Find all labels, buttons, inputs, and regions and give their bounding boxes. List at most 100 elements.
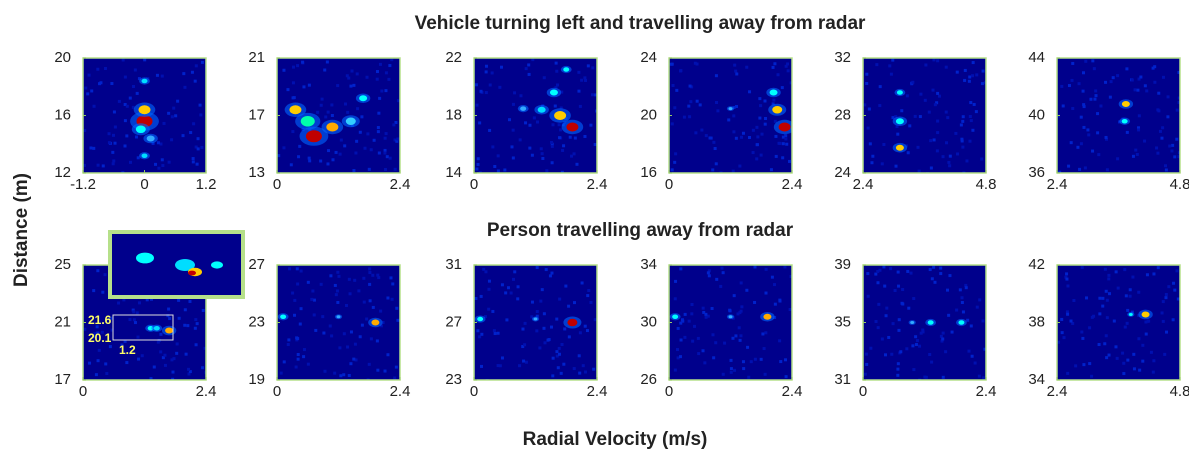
noise <box>120 343 124 347</box>
noise <box>111 150 115 154</box>
noise <box>753 300 757 304</box>
noise <box>1062 336 1066 340</box>
noise <box>778 141 782 145</box>
noise <box>200 60 204 64</box>
noise <box>378 62 382 66</box>
noise <box>961 119 965 123</box>
noise <box>679 338 683 342</box>
noise <box>301 127 305 131</box>
noise <box>738 338 742 342</box>
noise <box>194 64 198 68</box>
noise <box>727 118 731 122</box>
noise <box>947 313 951 317</box>
noise <box>1151 370 1155 374</box>
noise <box>568 135 572 139</box>
noise <box>1131 275 1135 279</box>
noise <box>956 152 960 156</box>
noise <box>580 78 584 82</box>
noise <box>772 98 776 102</box>
noise <box>723 341 727 345</box>
noise <box>542 312 546 316</box>
noise <box>362 300 366 304</box>
y-tick-label: 27 <box>445 313 462 330</box>
noise <box>1144 332 1148 336</box>
noise <box>773 315 777 319</box>
noise <box>581 364 585 368</box>
noise <box>1069 319 1073 323</box>
noise <box>1156 266 1160 270</box>
noise <box>518 364 522 368</box>
noise <box>491 145 495 149</box>
noise <box>930 360 934 364</box>
noise <box>714 341 718 345</box>
noise <box>1143 84 1147 88</box>
noise <box>1092 67 1096 71</box>
noise <box>353 342 357 346</box>
noise <box>554 86 558 90</box>
noise <box>1071 321 1075 325</box>
noise <box>946 116 950 120</box>
noise <box>1177 151 1180 155</box>
noise <box>585 329 589 333</box>
zoom-box <box>112 314 174 341</box>
noise <box>339 374 343 378</box>
x-tick-label: 2.4 <box>390 383 411 400</box>
noise <box>954 131 958 135</box>
noise <box>893 289 897 293</box>
noise <box>388 64 392 68</box>
noise <box>698 103 702 107</box>
noise <box>390 58 394 62</box>
noise <box>593 318 597 322</box>
x-tick-label: 0 <box>665 383 673 400</box>
noise <box>503 168 507 172</box>
noise <box>875 63 879 67</box>
noise <box>125 361 129 365</box>
noise <box>538 346 542 350</box>
noise <box>1060 331 1064 335</box>
noise <box>1147 319 1151 323</box>
noise <box>162 121 166 125</box>
noise <box>203 346 206 350</box>
y-tick-label: 13 <box>248 164 265 181</box>
noise <box>680 318 684 322</box>
noise <box>479 364 483 368</box>
noise <box>1112 319 1116 323</box>
noise <box>1069 141 1073 145</box>
noise <box>387 77 391 81</box>
noise <box>107 132 111 136</box>
noise <box>479 294 483 298</box>
noise <box>595 109 597 113</box>
blob <box>537 106 546 113</box>
noise <box>363 146 367 150</box>
noise <box>592 367 596 371</box>
noise <box>176 99 180 103</box>
noise <box>918 115 922 119</box>
blob <box>135 125 146 134</box>
noise <box>528 146 532 150</box>
noise <box>282 146 286 150</box>
noise <box>1082 105 1086 109</box>
noise <box>110 82 114 86</box>
noise <box>586 294 590 298</box>
noise <box>1101 304 1105 308</box>
noise <box>721 271 725 275</box>
noise <box>389 276 393 280</box>
noise <box>496 364 500 368</box>
noise <box>577 354 581 358</box>
noise <box>963 78 967 82</box>
noise <box>291 65 295 69</box>
noise <box>296 337 300 341</box>
noise <box>92 335 96 339</box>
noise <box>1115 356 1119 360</box>
noise <box>511 102 515 106</box>
noise <box>1164 296 1168 300</box>
noise <box>972 102 976 106</box>
noise <box>687 319 691 323</box>
noise <box>125 134 129 138</box>
noise <box>355 139 359 143</box>
noise <box>673 297 677 301</box>
noise <box>347 373 351 377</box>
noise <box>1164 168 1168 172</box>
noise <box>882 265 886 269</box>
noise <box>393 138 397 142</box>
